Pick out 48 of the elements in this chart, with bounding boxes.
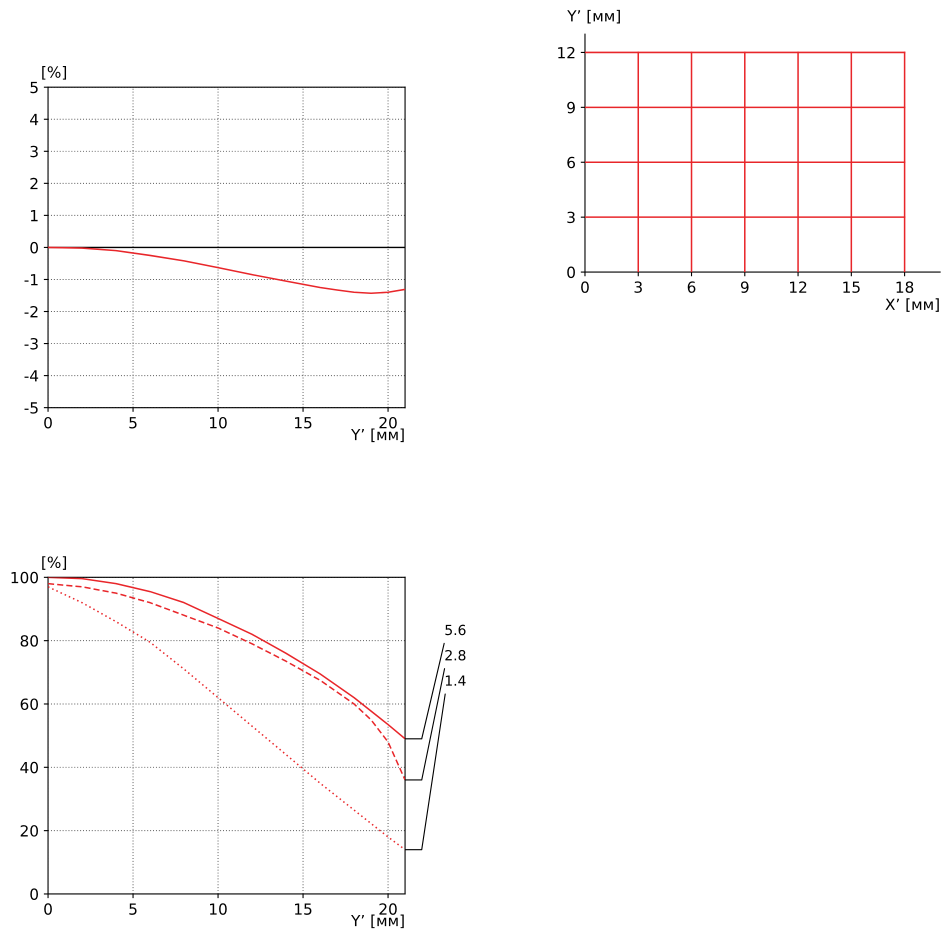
y-tick-label: 6 (567, 156, 575, 168)
y-tick-label: 60 (20, 698, 38, 710)
x-tick-label: 12 (790, 281, 806, 293)
x-tick-label: 15 (295, 417, 312, 428)
x-tick-label: 0 (44, 903, 52, 915)
x-tick-label: 18 (896, 281, 914, 293)
x-tick-label: 9 (740, 281, 749, 293)
text: 2.8 (445, 650, 466, 661)
y-tick-label: 3 (30, 146, 38, 158)
y-tick-label: 4 (30, 114, 38, 126)
x-tick-label: 6 (688, 281, 696, 293)
y-tick-label: 0 (567, 266, 575, 278)
y-tick-label: 0 (30, 888, 38, 900)
x-tick-label: 20 (379, 416, 397, 428)
y-tick-label: -2 (24, 306, 38, 318)
y-tick-label: 2 (30, 178, 38, 190)
y-tick-label: -4 (24, 370, 38, 382)
x-tick-label: 20 (379, 903, 397, 915)
x-axis-title: Y’ [мм] (351, 914, 404, 928)
text: 5.6 (445, 624, 466, 636)
x-axis-title: Y’ [мм] (351, 428, 404, 442)
y-tick-label: 12 (558, 46, 574, 58)
y-tick-label: 100 (12, 572, 38, 584)
x-axis-title: X’ [мм] (885, 298, 939, 312)
y-axis-title: [%] (42, 556, 66, 570)
y-axis-title: [%] (42, 66, 66, 80)
y-tick-label: 20 (20, 825, 38, 837)
x-tick-label: 10 (210, 903, 227, 915)
x-tick-label: 0 (581, 281, 589, 293)
x-tick-label: 5 (129, 417, 137, 428)
x-tick-label: 5 (129, 903, 137, 915)
y-tick-label: 3 (567, 212, 575, 224)
y-tick-label: 40 (20, 762, 38, 774)
y-tick-label: 0 (30, 242, 38, 254)
y-axis-title: Y’ [мм] (567, 10, 620, 24)
y-tick-label: 9 (567, 102, 575, 114)
x-tick-label: 3 (634, 281, 642, 293)
y-tick-label: -3 (24, 338, 38, 350)
x-tick-label: 15 (843, 282, 860, 293)
y-tick-label: -5 (24, 402, 38, 414)
x-tick-label: 15 (295, 903, 312, 915)
y-tick-label: -1 (24, 274, 38, 286)
y-tick-label: 1 (30, 210, 38, 222)
y-tick-label: 80 (20, 635, 38, 647)
y-tick-label: 5 (30, 82, 38, 94)
x-tick-label: 10 (210, 416, 227, 428)
x-tick-label: 0 (44, 416, 52, 428)
text: 1.4 (446, 676, 466, 686)
